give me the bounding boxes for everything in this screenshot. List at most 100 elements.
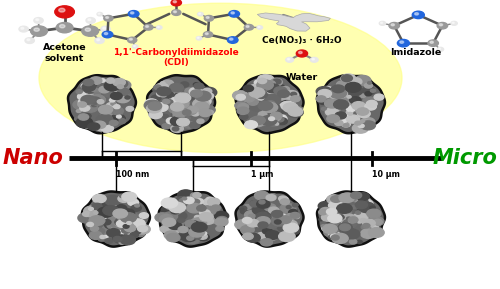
Circle shape	[196, 36, 202, 40]
Circle shape	[178, 226, 188, 232]
Circle shape	[398, 40, 409, 47]
Circle shape	[162, 198, 178, 208]
Circle shape	[172, 10, 181, 15]
Circle shape	[179, 109, 188, 115]
Circle shape	[389, 23, 400, 29]
Circle shape	[162, 124, 170, 129]
Circle shape	[34, 18, 43, 23]
Circle shape	[430, 41, 434, 43]
Circle shape	[174, 99, 189, 108]
Circle shape	[228, 37, 238, 43]
Circle shape	[146, 104, 161, 113]
Circle shape	[176, 197, 186, 202]
Circle shape	[249, 88, 264, 97]
Circle shape	[318, 201, 333, 211]
Circle shape	[166, 225, 180, 234]
Circle shape	[282, 234, 289, 238]
Circle shape	[175, 93, 190, 103]
Circle shape	[179, 228, 183, 231]
Circle shape	[162, 84, 178, 93]
Circle shape	[326, 223, 342, 232]
Circle shape	[336, 214, 341, 218]
Circle shape	[76, 90, 82, 94]
Circle shape	[208, 216, 220, 223]
Circle shape	[107, 229, 120, 237]
Circle shape	[283, 206, 296, 214]
Circle shape	[266, 194, 276, 201]
Circle shape	[116, 220, 128, 227]
Circle shape	[331, 87, 336, 90]
Circle shape	[78, 213, 94, 223]
Circle shape	[257, 80, 274, 90]
Circle shape	[346, 115, 360, 123]
Circle shape	[232, 91, 248, 100]
Circle shape	[189, 204, 199, 210]
Circle shape	[356, 201, 368, 209]
Circle shape	[88, 86, 96, 91]
Circle shape	[258, 78, 266, 84]
Circle shape	[332, 85, 344, 93]
Circle shape	[177, 231, 191, 240]
Circle shape	[138, 226, 147, 232]
Circle shape	[332, 235, 339, 240]
Circle shape	[169, 202, 186, 213]
Circle shape	[128, 199, 138, 205]
Circle shape	[104, 33, 108, 35]
Circle shape	[134, 224, 150, 234]
Circle shape	[244, 25, 254, 30]
Circle shape	[92, 194, 106, 203]
Circle shape	[323, 225, 337, 234]
Circle shape	[170, 222, 177, 227]
Circle shape	[370, 89, 376, 92]
Circle shape	[173, 1, 176, 3]
Circle shape	[120, 235, 136, 245]
Circle shape	[342, 75, 352, 81]
Circle shape	[88, 123, 100, 130]
Circle shape	[116, 80, 128, 88]
Circle shape	[118, 85, 124, 88]
Circle shape	[358, 121, 372, 129]
Circle shape	[189, 88, 202, 96]
Circle shape	[345, 82, 361, 92]
Circle shape	[362, 225, 370, 229]
Circle shape	[262, 107, 279, 117]
Circle shape	[152, 102, 168, 112]
Circle shape	[216, 216, 228, 223]
Circle shape	[98, 105, 112, 114]
Circle shape	[280, 197, 288, 202]
Circle shape	[189, 227, 204, 237]
Circle shape	[78, 99, 88, 105]
Circle shape	[352, 123, 368, 133]
Circle shape	[194, 125, 198, 127]
Text: Nano: Nano	[3, 148, 64, 168]
Circle shape	[82, 95, 98, 105]
Circle shape	[164, 226, 180, 235]
Circle shape	[96, 39, 100, 41]
Circle shape	[188, 106, 198, 113]
Circle shape	[181, 90, 194, 97]
Circle shape	[215, 218, 228, 226]
Polygon shape	[68, 75, 136, 133]
Circle shape	[296, 50, 308, 57]
Circle shape	[34, 28, 40, 31]
Circle shape	[278, 214, 284, 218]
Circle shape	[336, 81, 348, 88]
Circle shape	[166, 100, 173, 104]
Circle shape	[178, 190, 194, 200]
Circle shape	[350, 97, 361, 104]
Circle shape	[276, 117, 284, 122]
Circle shape	[104, 15, 113, 21]
Circle shape	[280, 101, 295, 111]
Circle shape	[258, 222, 268, 228]
Circle shape	[90, 226, 98, 231]
Circle shape	[118, 195, 130, 202]
Circle shape	[130, 12, 134, 14]
Circle shape	[231, 12, 234, 14]
Circle shape	[128, 223, 134, 227]
Circle shape	[272, 216, 288, 226]
Circle shape	[160, 93, 166, 97]
Circle shape	[174, 11, 176, 13]
Circle shape	[134, 45, 136, 47]
Circle shape	[340, 95, 351, 102]
Circle shape	[156, 91, 165, 97]
